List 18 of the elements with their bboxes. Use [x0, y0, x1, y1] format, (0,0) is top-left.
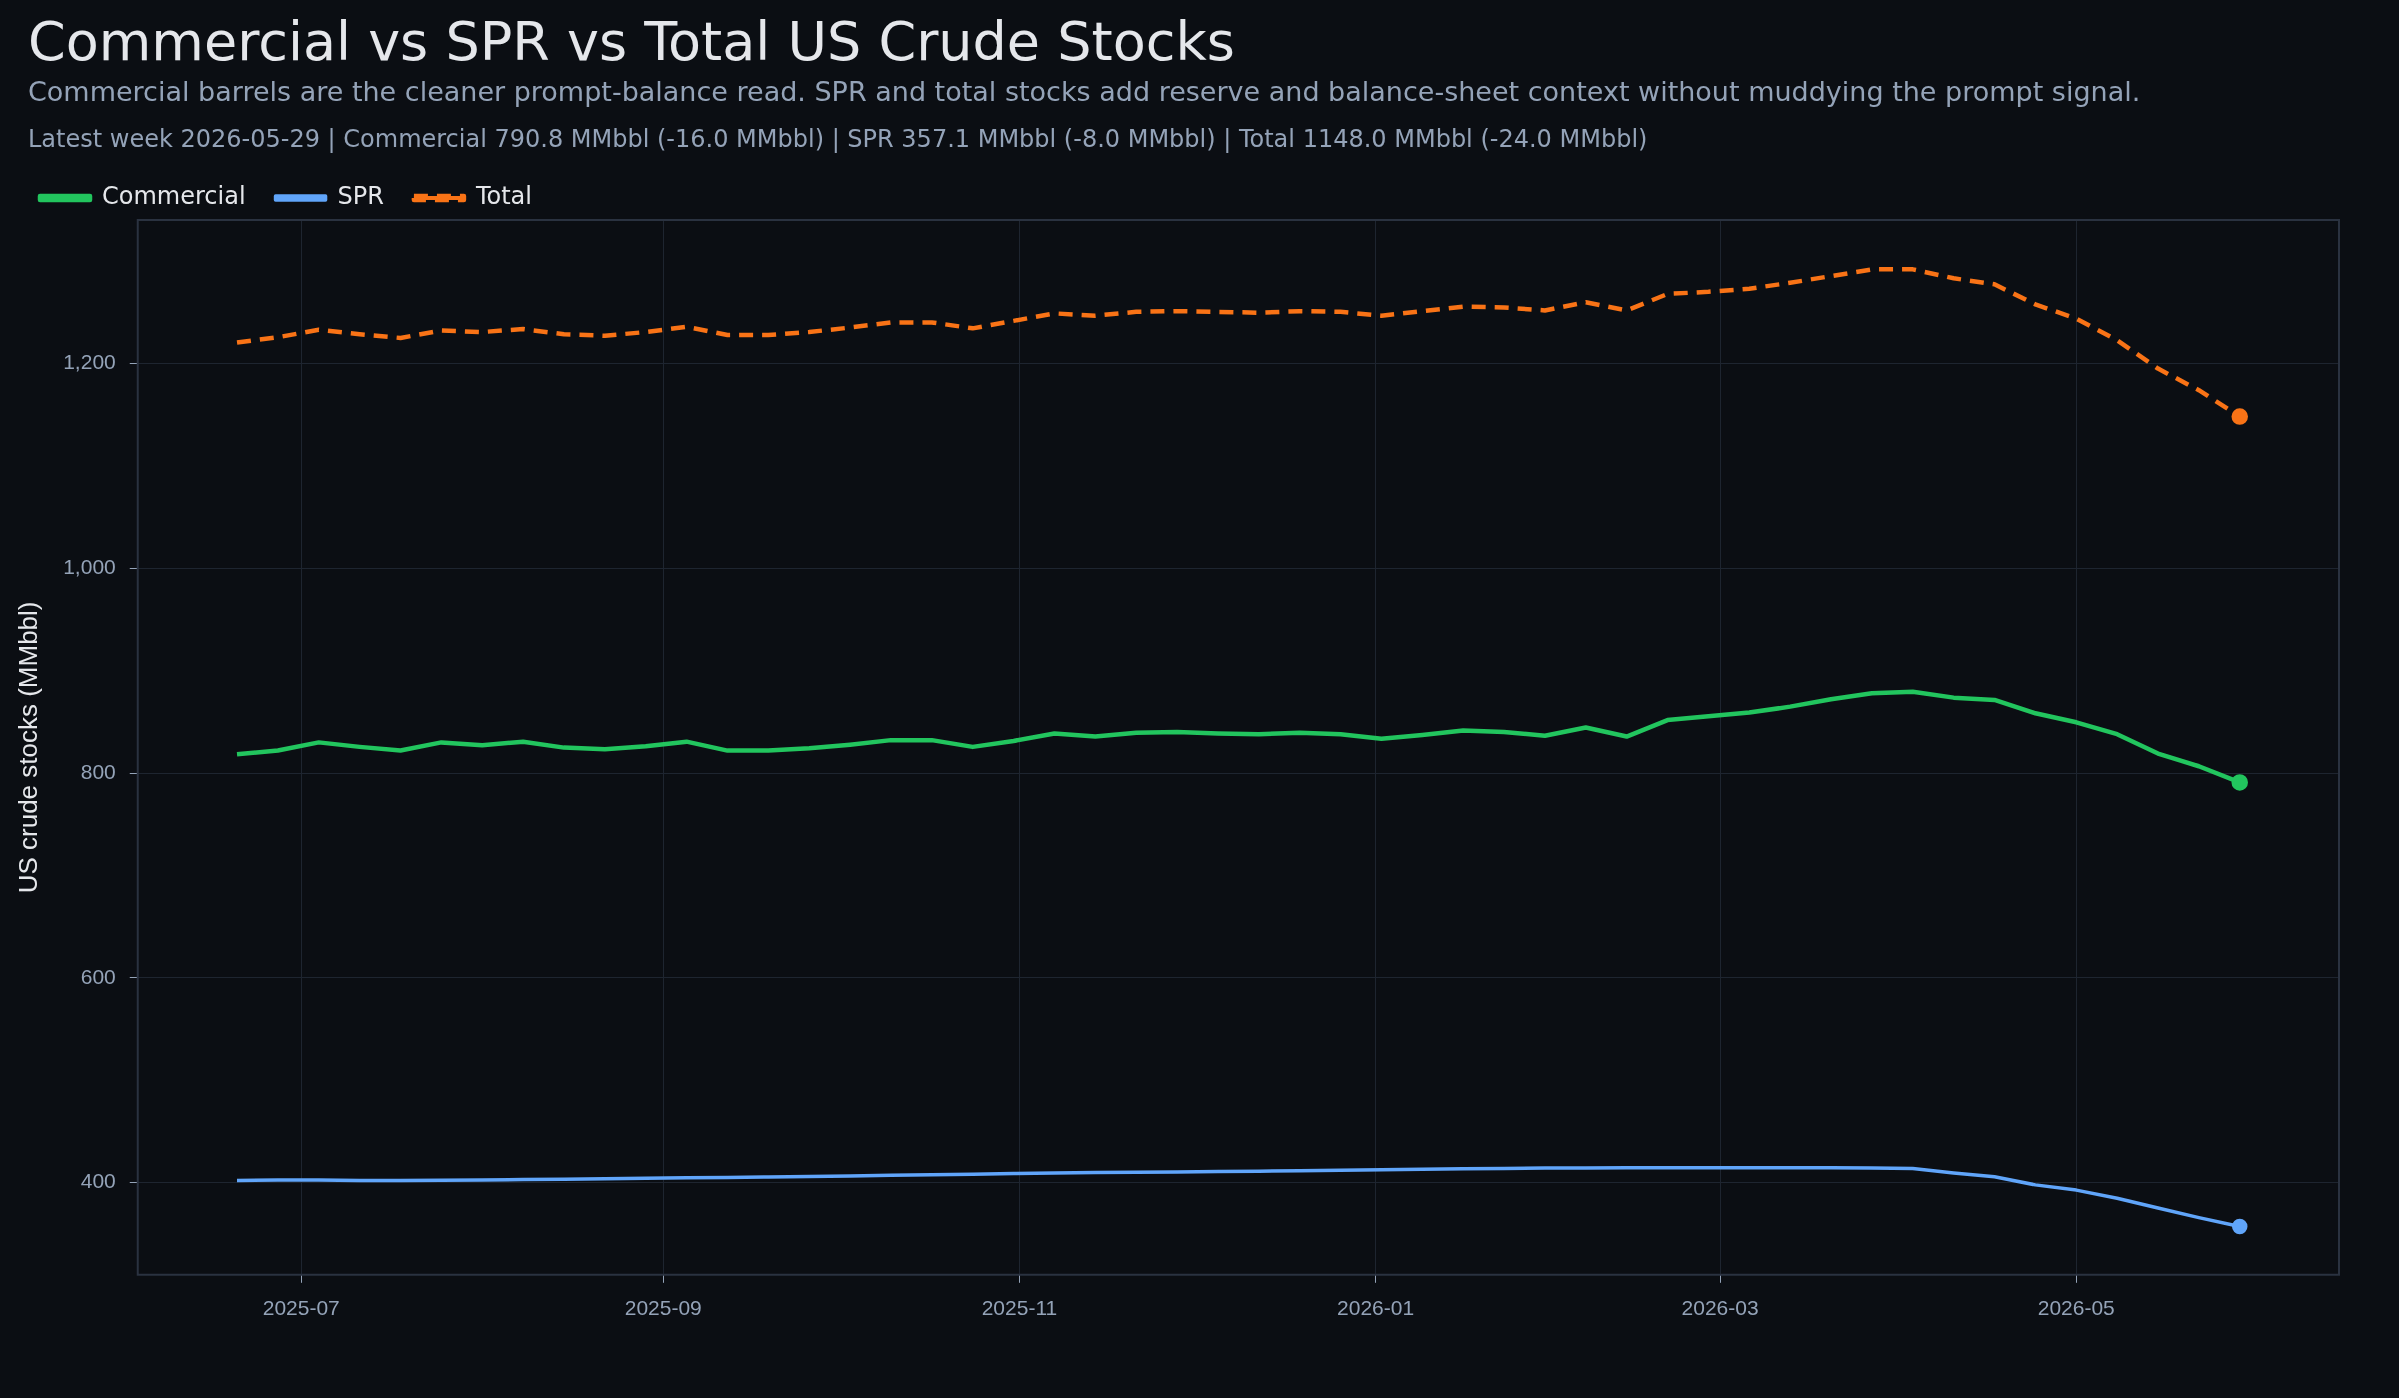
x-tick-label: 2026-05: [2037, 1296, 2115, 1320]
legend-label: Total: [474, 182, 532, 211]
chart-title: Commercial vs SPR vs Total US Crude Stocks: [28, 10, 1236, 74]
x-tick-label: 2026-01: [1337, 1296, 1415, 1320]
y-tick-label: 800: [80, 759, 116, 783]
chart-subtitle: Commercial barrels are the cleaner prompt-balance read. SPR and total stocks add reserve and balance-sheet context without muddying the prompt signal.: [28, 75, 2142, 109]
y-tick-label: 1,000: [63, 554, 116, 578]
y-tick-label: 1,200: [63, 350, 116, 374]
y-tick-label: 400: [80, 1169, 116, 1193]
text: Latest week 2026-05-29 | Commercial 790.8 MMbbl (-16.0 MMbbl) | SPR 357.1 MMbbl (-8.0 MMbbl) | Total 1148.0 MMbbl (-24.0 MMbbl): [28, 124, 1649, 155]
x-tick-label: 2025-09: [624, 1296, 702, 1320]
x-tick-label: 2025-11: [981, 1296, 1058, 1320]
x-tick-label: 2025-07: [262, 1296, 340, 1320]
legend-label: SPR: [337, 182, 384, 211]
y-axis-title: US crude stocks (MMbbl): [12, 601, 43, 894]
x-tick-label: 2026-03: [1681, 1296, 1759, 1320]
legend-label: Commercial: [102, 182, 246, 211]
y-tick-label: 600: [80, 964, 116, 988]
